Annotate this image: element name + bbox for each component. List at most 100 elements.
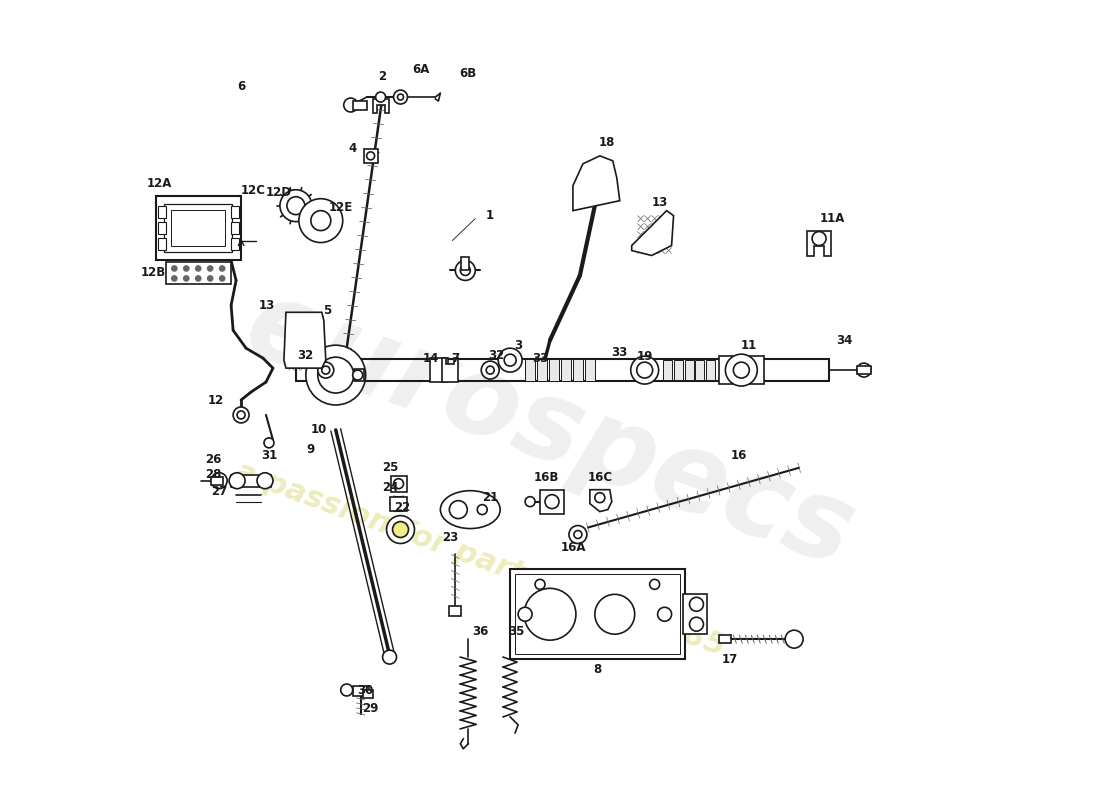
Text: 28: 28	[205, 468, 221, 482]
Text: 16B: 16B	[534, 471, 559, 484]
Bar	[695, 360, 704, 380]
Circle shape	[397, 94, 404, 100]
Circle shape	[477, 505, 487, 514]
Bar	[231, 222, 239, 234]
Circle shape	[386, 515, 415, 543]
Circle shape	[318, 362, 333, 378]
Circle shape	[658, 607, 672, 622]
Circle shape	[343, 98, 358, 112]
Text: 36: 36	[472, 625, 488, 638]
Circle shape	[574, 530, 582, 538]
Circle shape	[341, 684, 353, 696]
Circle shape	[299, 198, 343, 242]
Text: 5: 5	[322, 304, 331, 317]
Text: 32: 32	[297, 349, 313, 362]
Text: a passion for parts since 1985: a passion for parts since 1985	[231, 457, 729, 662]
Bar	[706, 360, 715, 380]
Bar	[684, 360, 693, 380]
Bar	[857, 366, 871, 374]
Text: 16: 16	[732, 450, 748, 462]
Text: 6B: 6B	[460, 66, 477, 80]
Circle shape	[322, 366, 330, 374]
Circle shape	[229, 473, 245, 489]
Bar	[673, 360, 682, 380]
Circle shape	[812, 231, 826, 246]
Circle shape	[184, 276, 189, 281]
Text: 16A: 16A	[561, 541, 586, 554]
Polygon shape	[631, 210, 673, 255]
Circle shape	[208, 276, 212, 281]
Text: 11: 11	[741, 338, 758, 352]
Circle shape	[455, 261, 475, 281]
Circle shape	[264, 438, 274, 448]
Circle shape	[595, 594, 635, 634]
Text: 33: 33	[532, 352, 548, 365]
Bar	[363, 690, 373, 698]
Circle shape	[498, 348, 522, 372]
Bar	[515, 574, 680, 654]
Ellipse shape	[440, 490, 500, 529]
Text: 22: 22	[395, 501, 410, 514]
Text: eurospecs: eurospecs	[232, 270, 868, 590]
Bar	[211, 477, 223, 485]
Text: 8: 8	[594, 662, 602, 675]
Circle shape	[524, 588, 576, 640]
Circle shape	[393, 522, 408, 538]
Text: 27: 27	[211, 485, 228, 498]
Text: 12: 12	[208, 394, 224, 406]
Circle shape	[785, 630, 803, 648]
Text: 18: 18	[598, 136, 615, 150]
Circle shape	[450, 501, 468, 518]
Circle shape	[504, 354, 516, 366]
Circle shape	[394, 90, 407, 104]
Circle shape	[734, 362, 749, 378]
Bar	[561, 359, 571, 381]
Text: 34: 34	[836, 334, 852, 346]
Circle shape	[857, 363, 871, 377]
Circle shape	[569, 526, 587, 543]
Circle shape	[196, 266, 200, 271]
Circle shape	[650, 579, 660, 590]
Bar	[364, 149, 377, 163]
Bar	[166, 262, 231, 285]
Circle shape	[211, 473, 227, 489]
Polygon shape	[573, 156, 619, 210]
Bar	[573, 359, 583, 381]
Text: 10: 10	[310, 423, 327, 436]
Text: 6A: 6A	[411, 62, 429, 76]
Circle shape	[220, 266, 224, 271]
Circle shape	[690, 618, 704, 631]
Polygon shape	[373, 99, 388, 113]
Text: 19: 19	[637, 350, 653, 362]
Text: 12B: 12B	[141, 266, 166, 279]
Text: 14: 14	[422, 352, 439, 365]
Bar	[158, 206, 166, 218]
Circle shape	[172, 276, 177, 281]
Text: 3: 3	[514, 338, 522, 352]
Bar	[164, 204, 232, 251]
Circle shape	[375, 92, 386, 102]
Text: 29: 29	[362, 702, 378, 715]
Circle shape	[535, 579, 544, 590]
Bar	[231, 238, 239, 250]
Circle shape	[486, 366, 494, 374]
Circle shape	[311, 210, 331, 230]
Circle shape	[279, 190, 311, 222]
Text: 16C: 16C	[587, 471, 613, 484]
Circle shape	[518, 607, 532, 622]
Text: 24: 24	[383, 481, 398, 494]
Text: 13: 13	[258, 299, 275, 312]
Text: 35: 35	[508, 625, 525, 638]
Text: 25: 25	[383, 462, 398, 474]
Text: 17: 17	[722, 653, 737, 666]
Text: 21: 21	[482, 491, 498, 504]
Circle shape	[725, 354, 757, 386]
Bar	[353, 686, 369, 696]
Circle shape	[220, 276, 224, 281]
Bar	[682, 594, 707, 634]
Bar	[525, 359, 535, 381]
Bar	[231, 206, 239, 218]
Text: 30: 30	[358, 685, 374, 698]
Circle shape	[238, 411, 245, 419]
Text: 2: 2	[378, 70, 386, 82]
